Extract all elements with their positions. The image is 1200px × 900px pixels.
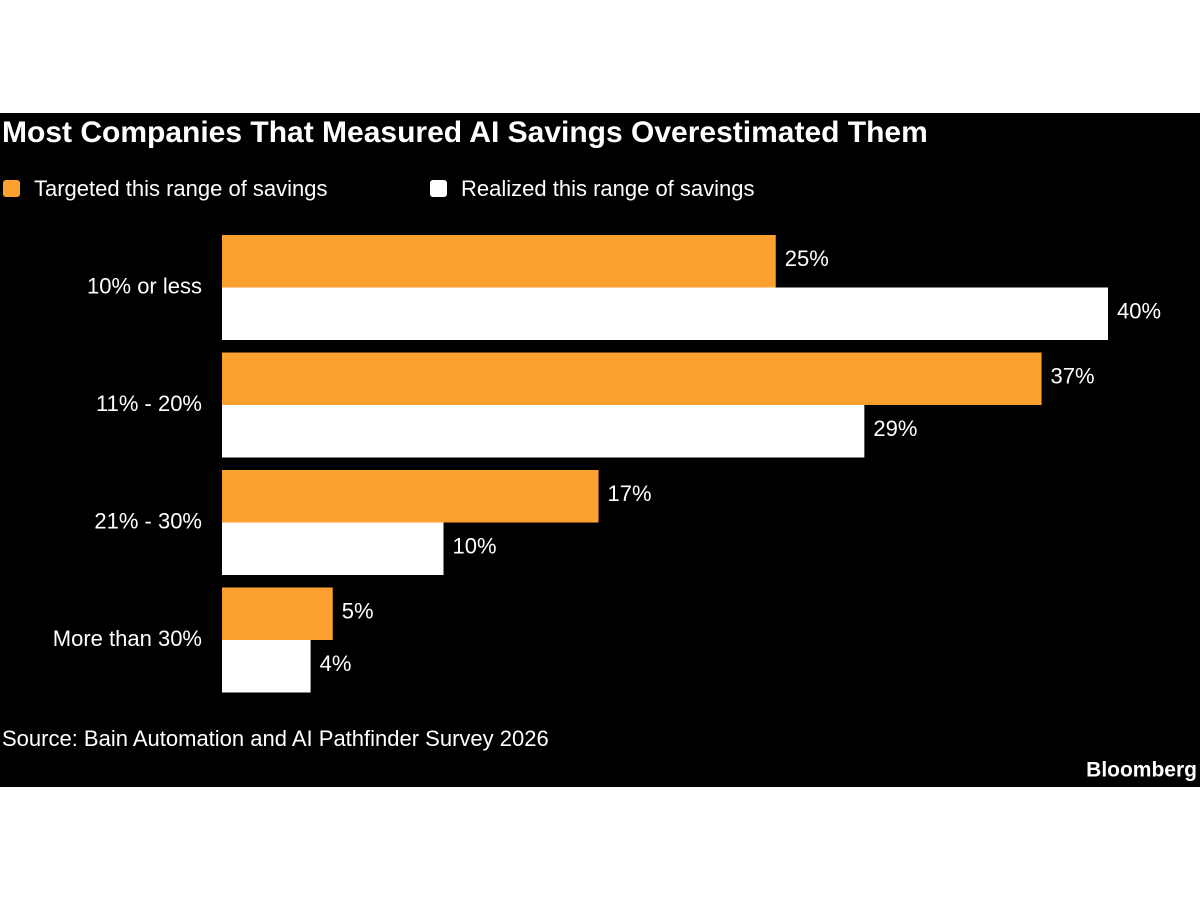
source: Source: Bain Automation and AI Pathfinde… [2,726,549,751]
bar [222,470,599,523]
value-label: 40% [1117,299,1161,324]
y-tick-label: 21% - 30% [94,508,202,533]
bar [222,287,1108,340]
bar [222,522,444,575]
bar [222,587,333,640]
bar [222,352,1042,405]
y-tick-label: More than 30% [53,626,202,651]
bar [222,405,865,458]
bar [222,235,776,288]
legend-swatch [3,180,20,197]
bar [222,640,311,693]
y-tick-label: 10% or less [87,273,202,298]
value-label: 29% [873,416,917,441]
value-label: 17% [608,481,652,506]
brand: Bloomberg [1086,759,1197,782]
legend-swatch [430,180,447,197]
value-label: 5% [342,599,374,624]
chart-title: Most Companies That Measured AI Savings … [2,116,928,149]
value-label: 25% [785,246,829,271]
value-label: 4% [320,651,352,676]
legend-label: Realized this range of savings [461,176,755,201]
value-label: 37% [1051,364,1095,389]
value-label: 10% [453,534,497,559]
y-tick-label: 11% - 20% [96,391,202,416]
legend-label: Targeted this range of savings [34,176,328,201]
